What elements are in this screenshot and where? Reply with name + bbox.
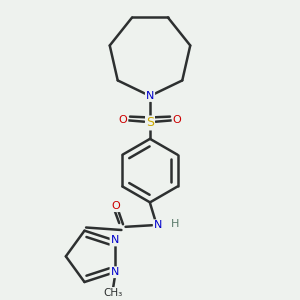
Text: N: N bbox=[110, 236, 119, 245]
Text: O: O bbox=[112, 201, 120, 211]
Text: N: N bbox=[154, 220, 162, 230]
Text: H: H bbox=[171, 219, 180, 229]
Text: CH₃: CH₃ bbox=[103, 288, 123, 298]
Text: O: O bbox=[118, 116, 127, 125]
Text: S: S bbox=[146, 116, 154, 130]
Text: N: N bbox=[146, 91, 154, 101]
Text: O: O bbox=[172, 116, 182, 125]
Text: N: N bbox=[110, 267, 119, 277]
